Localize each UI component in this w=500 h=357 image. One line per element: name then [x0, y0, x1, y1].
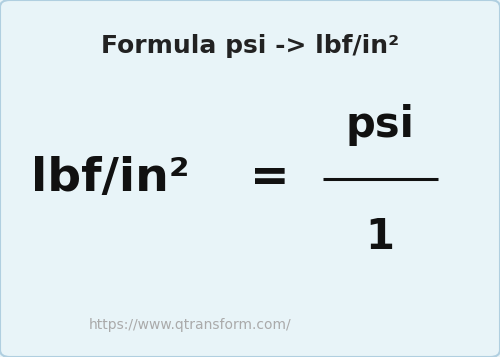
Text: lbf/in²: lbf/in² — [31, 156, 189, 201]
Text: psi: psi — [346, 104, 414, 146]
Text: Formula psi -> lbf/in²: Formula psi -> lbf/in² — [101, 34, 399, 59]
Text: 1: 1 — [366, 216, 394, 258]
Text: https://www.qtransform.com/: https://www.qtransform.com/ — [88, 318, 292, 332]
Text: =: = — [250, 156, 290, 201]
